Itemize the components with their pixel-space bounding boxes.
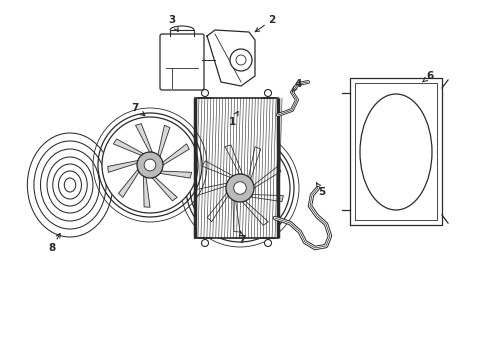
Circle shape bbox=[230, 49, 252, 71]
Text: 1: 1 bbox=[228, 112, 238, 127]
Text: 3: 3 bbox=[169, 15, 178, 32]
Text: 4: 4 bbox=[292, 79, 302, 92]
Ellipse shape bbox=[360, 94, 432, 210]
FancyBboxPatch shape bbox=[160, 34, 204, 90]
Text: 6: 6 bbox=[422, 71, 434, 82]
Polygon shape bbox=[152, 177, 177, 201]
Polygon shape bbox=[144, 176, 150, 207]
Polygon shape bbox=[251, 194, 283, 202]
Polygon shape bbox=[225, 145, 243, 174]
Polygon shape bbox=[113, 139, 144, 155]
Circle shape bbox=[190, 138, 290, 238]
Text: 8: 8 bbox=[49, 233, 60, 253]
Polygon shape bbox=[202, 161, 233, 177]
Bar bbox=[350, 78, 442, 225]
Text: 7: 7 bbox=[131, 103, 145, 116]
Polygon shape bbox=[196, 183, 227, 195]
Polygon shape bbox=[233, 200, 240, 232]
Polygon shape bbox=[163, 144, 189, 165]
Circle shape bbox=[236, 55, 246, 65]
Circle shape bbox=[137, 152, 163, 178]
Circle shape bbox=[201, 90, 209, 96]
Polygon shape bbox=[207, 30, 255, 86]
Polygon shape bbox=[243, 201, 269, 225]
Bar bbox=[195, 98, 278, 238]
Circle shape bbox=[201, 239, 209, 247]
Polygon shape bbox=[207, 193, 228, 222]
Circle shape bbox=[102, 117, 198, 213]
Text: 7: 7 bbox=[238, 231, 245, 245]
Circle shape bbox=[226, 174, 254, 202]
Polygon shape bbox=[248, 147, 261, 179]
Polygon shape bbox=[119, 170, 139, 197]
Circle shape bbox=[265, 239, 271, 247]
Text: 5: 5 bbox=[317, 183, 326, 197]
Circle shape bbox=[234, 182, 246, 194]
Text: 2: 2 bbox=[255, 15, 275, 32]
Circle shape bbox=[144, 159, 156, 171]
Circle shape bbox=[265, 90, 271, 96]
Polygon shape bbox=[136, 124, 152, 152]
Polygon shape bbox=[158, 125, 170, 157]
Polygon shape bbox=[254, 166, 281, 188]
Polygon shape bbox=[160, 171, 192, 178]
Polygon shape bbox=[108, 161, 138, 172]
